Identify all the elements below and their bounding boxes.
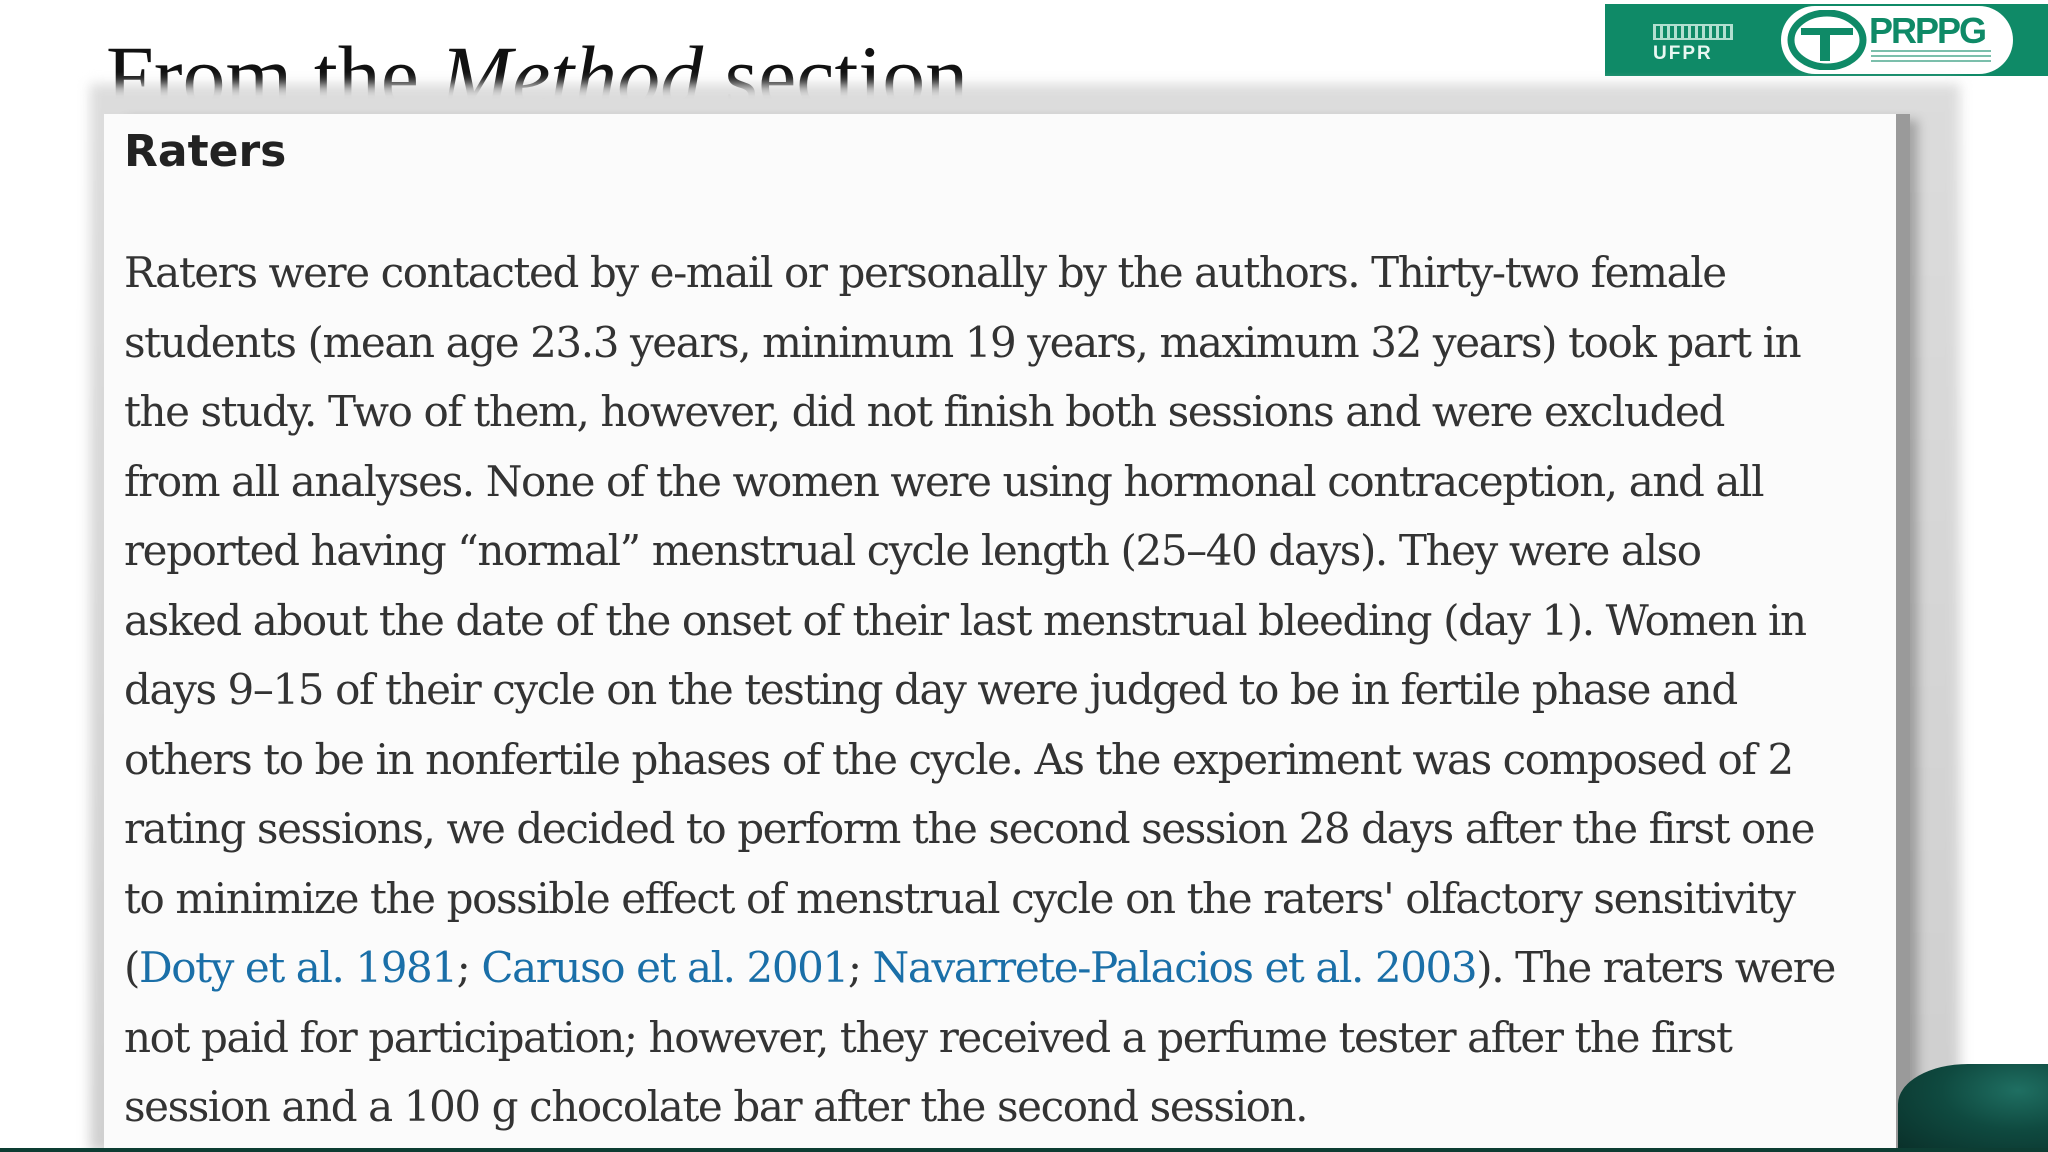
paragraph-line: others to be in nonfertile phases of the… bbox=[124, 734, 1794, 784]
institution-logo-bar: UFPR PRPPG bbox=[1605, 4, 2048, 76]
paragraph-line: Raters were contacted by e-mail or perso… bbox=[124, 248, 1727, 297]
citation-line: (Doty et al. 1981; Caruso et al. 2001; N… bbox=[124, 933, 1894, 1003]
citation-link-navarrete-palacios[interactable]: Navarrete-Palacios et al. 2003 bbox=[872, 943, 1478, 992]
paren-open: ( bbox=[124, 943, 140, 992]
prppg-emblem-icon bbox=[1787, 10, 1867, 70]
ufpr-building-icon bbox=[1653, 24, 1733, 40]
article-paragraph: Raters were contacted by e-mail or perso… bbox=[124, 238, 1894, 1142]
prppg-logo-text: PRPPG bbox=[1869, 10, 1987, 51]
ufpr-logo: UFPR bbox=[1653, 24, 1733, 64]
ufpr-logo-text: UFPR bbox=[1653, 43, 1713, 64]
corner-decoration bbox=[1898, 1064, 2048, 1152]
citation-line-rest: ). The raters were bbox=[1476, 943, 1836, 992]
citation-link-caruso[interactable]: Caruso et al. 2001 bbox=[481, 943, 849, 992]
paragraph-line: not paid for participation; however, the… bbox=[124, 1012, 1733, 1062]
citation-separator: ; bbox=[456, 943, 482, 992]
paragraph-line: rating sessions, we decided to perform t… bbox=[124, 804, 1815, 853]
bottom-strip bbox=[0, 1148, 2048, 1152]
paragraph-line: the study. Two of them, however, did not… bbox=[124, 387, 1725, 436]
paragraph-line: students (mean age 23.3 years, minimum 1… bbox=[124, 317, 1802, 367]
prppg-logo: PRPPG bbox=[1781, 6, 2013, 74]
citation-link-doty[interactable]: Doty et al. 1981 bbox=[139, 943, 458, 992]
paragraph-line: asked about the date of the onset of the… bbox=[124, 595, 1807, 645]
paragraph-line: session and a 100 g chocolate bar after … bbox=[124, 1082, 1309, 1131]
slide-title: From the Method section bbox=[106, 26, 968, 126]
citation-separator: ; bbox=[847, 943, 873, 992]
paragraph-line: days 9–15 of their cycle on the testing … bbox=[124, 665, 1738, 714]
paragraph-line: to minimize the possible effect of menst… bbox=[124, 873, 1796, 923]
section-heading: Raters bbox=[124, 126, 287, 177]
paragraph-line: reported having “normal” menstrual cycle… bbox=[124, 526, 1702, 575]
article-excerpt: Raters Raters were contacted by e-mail o… bbox=[104, 114, 1896, 1152]
paragraph-line: from all analyses. None of the women wer… bbox=[124, 456, 1765, 506]
prppg-subtitle-lines bbox=[1871, 50, 1991, 64]
